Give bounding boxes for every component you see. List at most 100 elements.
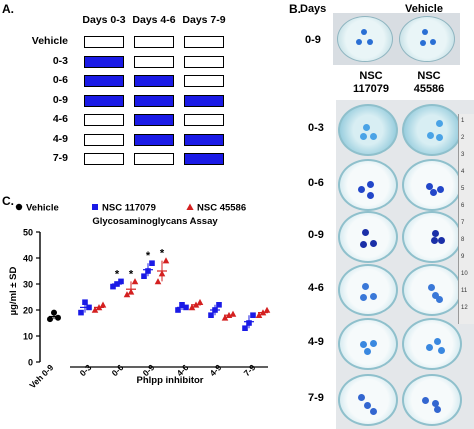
schedule-box-treated: [134, 94, 174, 107]
y-tick-label: 0: [28, 358, 33, 368]
petri-dish: [338, 264, 398, 316]
cell-pellet: [364, 402, 371, 409]
gag-assay-chart: Vehicle NSC 117079 NSC 45586 Glycosaminogl…: [8, 203, 271, 390]
data-point: [78, 309, 84, 316]
cell-pellet: [438, 237, 445, 244]
ruler-number: 9: [461, 254, 465, 260]
treated-dish-photo: 1 2 3 4 5 6 7 8 9 10 11 12: [336, 100, 474, 429]
data-point: [82, 299, 88, 305]
cell-pellet: [364, 348, 371, 355]
schedule-row-label: 0-3: [52, 54, 68, 67]
schedule-row-label: 4-6: [52, 113, 68, 125]
y-tick-label: 10: [23, 332, 33, 342]
data-point: [154, 278, 162, 285]
data-point: [255, 311, 263, 318]
ruler-number: 11: [461, 288, 468, 294]
data-point: [86, 304, 92, 311]
data-point: [179, 302, 185, 308]
petri-dish: [402, 159, 462, 211]
data-point: [114, 281, 120, 287]
photo-row-label: 4-9: [308, 336, 324, 348]
schedule-box-untreated: [134, 153, 174, 165]
ruler-number: 12: [461, 305, 468, 311]
data-point: [242, 325, 248, 331]
cell-pellet: [360, 294, 367, 301]
cell-pellet: [363, 124, 370, 131]
cell-pellet: [434, 406, 441, 413]
schedule-box-untreated: [184, 36, 224, 48]
cell-pellet: [370, 133, 377, 140]
schedule-row-label: 7-9: [52, 152, 68, 164]
data-point: [99, 301, 107, 308]
cell-pellet: [436, 296, 443, 303]
vehicle-photo: [333, 13, 460, 65]
photo-row-label: 0-3: [308, 122, 324, 134]
data-point: [212, 307, 218, 313]
ruler-number: 8: [461, 237, 465, 243]
cell-pellet: [370, 340, 377, 347]
data-point: [47, 316, 53, 323]
schedule-box-treated: [134, 114, 174, 126]
ruler-number: 6: [461, 203, 465, 209]
photo-row-label: 0-6: [308, 177, 324, 189]
legend-label: NSC 45586: [197, 203, 246, 214]
data-point: [51, 309, 57, 316]
nsc-45586-col-label: NSC 45586: [413, 70, 445, 95]
vehicle-label: Vehicle: [405, 3, 443, 15]
cell-pellet: [367, 181, 374, 188]
data-point: [95, 304, 103, 311]
data-point: [208, 312, 214, 318]
x-axis-label: Phlpp inhibitor: [136, 375, 203, 386]
photo-row-label: 0-9: [308, 229, 324, 241]
data-point: [123, 291, 131, 298]
data-point: [246, 320, 252, 326]
significance-star: *: [146, 250, 151, 262]
data-point: [216, 302, 222, 308]
ruler-number: 10: [461, 271, 468, 277]
schedule-box-treated: [134, 133, 174, 146]
cell-pellet: [360, 341, 367, 348]
cell-pellet: [432, 230, 439, 237]
cell-pellet: [360, 133, 367, 140]
x-tick-label: 4-9: [208, 362, 224, 378]
significance-star: *: [129, 268, 134, 280]
y-axis-label: µg/ml ± SD: [8, 267, 19, 316]
panel-b-letter: B.: [289, 2, 301, 16]
legend-label: NSC 117079: [102, 203, 156, 214]
schedule-box-treated: [84, 75, 124, 87]
data-point: [141, 273, 147, 279]
schedule-box-treated: [84, 55, 124, 68]
schedule-box-treated: [184, 153, 224, 165]
data-point: [221, 314, 229, 321]
schedule-row-label: 4-9: [52, 132, 68, 145]
cell-pellet: [362, 283, 369, 290]
y-tick-label: 30: [23, 280, 33, 290]
schedule-row-label: 0-9: [52, 93, 68, 106]
y-tick-label: 40: [23, 254, 33, 264]
cell-pellet: [430, 189, 437, 196]
legend-marker: [186, 203, 194, 210]
schedule-box-untreated: [84, 114, 124, 126]
schedule-box-treated: [84, 94, 124, 107]
petri-dish: [338, 211, 398, 263]
schedule-column-header: Days 7-9: [182, 14, 226, 26]
days-label: Days: [300, 3, 327, 15]
data-point: [188, 304, 196, 311]
data-point: [192, 301, 200, 308]
cell-pellet: [370, 408, 377, 415]
cell-pellet: [432, 400, 439, 407]
cell-pellet: [437, 186, 444, 193]
vehicle-dish-2: [399, 16, 455, 62]
cell-pellet: [428, 284, 435, 291]
x-tick-label: 7-9: [242, 362, 258, 378]
petri-dish: [338, 104, 398, 156]
legend-label: Vehicle: [26, 203, 59, 214]
ruler-number: 7: [461, 220, 465, 226]
cell-pellet: [436, 120, 443, 127]
ruler-number: 5: [461, 186, 465, 192]
y-tick-label: 50: [23, 228, 33, 238]
chart-title: Glycosaminoglycans Assay: [92, 216, 218, 227]
ruler-number: 2: [461, 135, 465, 141]
cell-pellet: [358, 186, 365, 193]
schedule-column-header: Days 4-6: [132, 14, 176, 26]
